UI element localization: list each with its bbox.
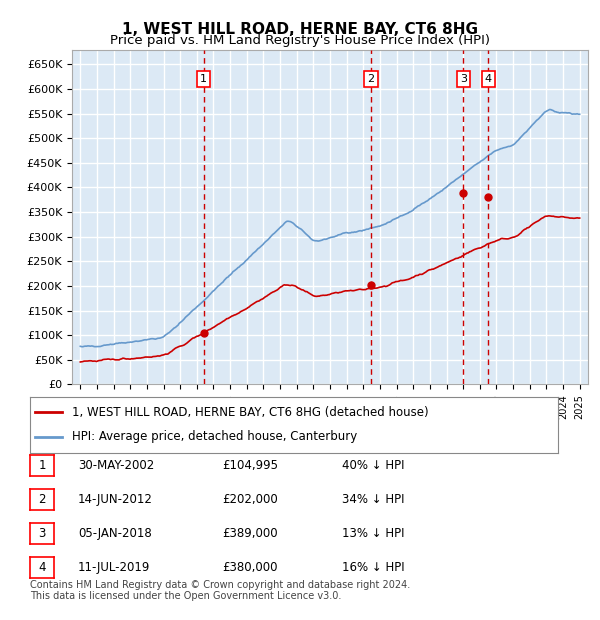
Text: 2: 2 — [367, 74, 374, 84]
Text: 4: 4 — [485, 74, 492, 84]
Text: £202,000: £202,000 — [222, 494, 278, 506]
Text: £104,995: £104,995 — [222, 459, 278, 472]
Text: 1, WEST HILL ROAD, HERNE BAY, CT6 8HG: 1, WEST HILL ROAD, HERNE BAY, CT6 8HG — [122, 22, 478, 37]
Text: 1, WEST HILL ROAD, HERNE BAY, CT6 8HG (detached house): 1, WEST HILL ROAD, HERNE BAY, CT6 8HG (d… — [72, 406, 429, 419]
Text: 2: 2 — [38, 494, 46, 506]
Text: HPI: Average price, detached house, Canterbury: HPI: Average price, detached house, Cant… — [72, 430, 358, 443]
Text: 40% ↓ HPI: 40% ↓ HPI — [342, 459, 404, 472]
Text: £380,000: £380,000 — [222, 562, 277, 574]
Text: 11-JUL-2019: 11-JUL-2019 — [78, 562, 151, 574]
Text: 13% ↓ HPI: 13% ↓ HPI — [342, 528, 404, 540]
Text: 3: 3 — [460, 74, 467, 84]
Text: 3: 3 — [38, 528, 46, 540]
Text: 14-JUN-2012: 14-JUN-2012 — [78, 494, 153, 506]
Text: 30-MAY-2002: 30-MAY-2002 — [78, 459, 154, 472]
Text: 16% ↓ HPI: 16% ↓ HPI — [342, 562, 404, 574]
Text: £389,000: £389,000 — [222, 528, 278, 540]
Text: 34% ↓ HPI: 34% ↓ HPI — [342, 494, 404, 506]
Text: Price paid vs. HM Land Registry's House Price Index (HPI): Price paid vs. HM Land Registry's House … — [110, 34, 490, 47]
Text: 4: 4 — [38, 562, 46, 574]
Text: Contains HM Land Registry data © Crown copyright and database right 2024.
This d: Contains HM Land Registry data © Crown c… — [30, 580, 410, 601]
Text: 05-JAN-2018: 05-JAN-2018 — [78, 528, 152, 540]
Text: 1: 1 — [38, 459, 46, 472]
Text: 1: 1 — [200, 74, 207, 84]
